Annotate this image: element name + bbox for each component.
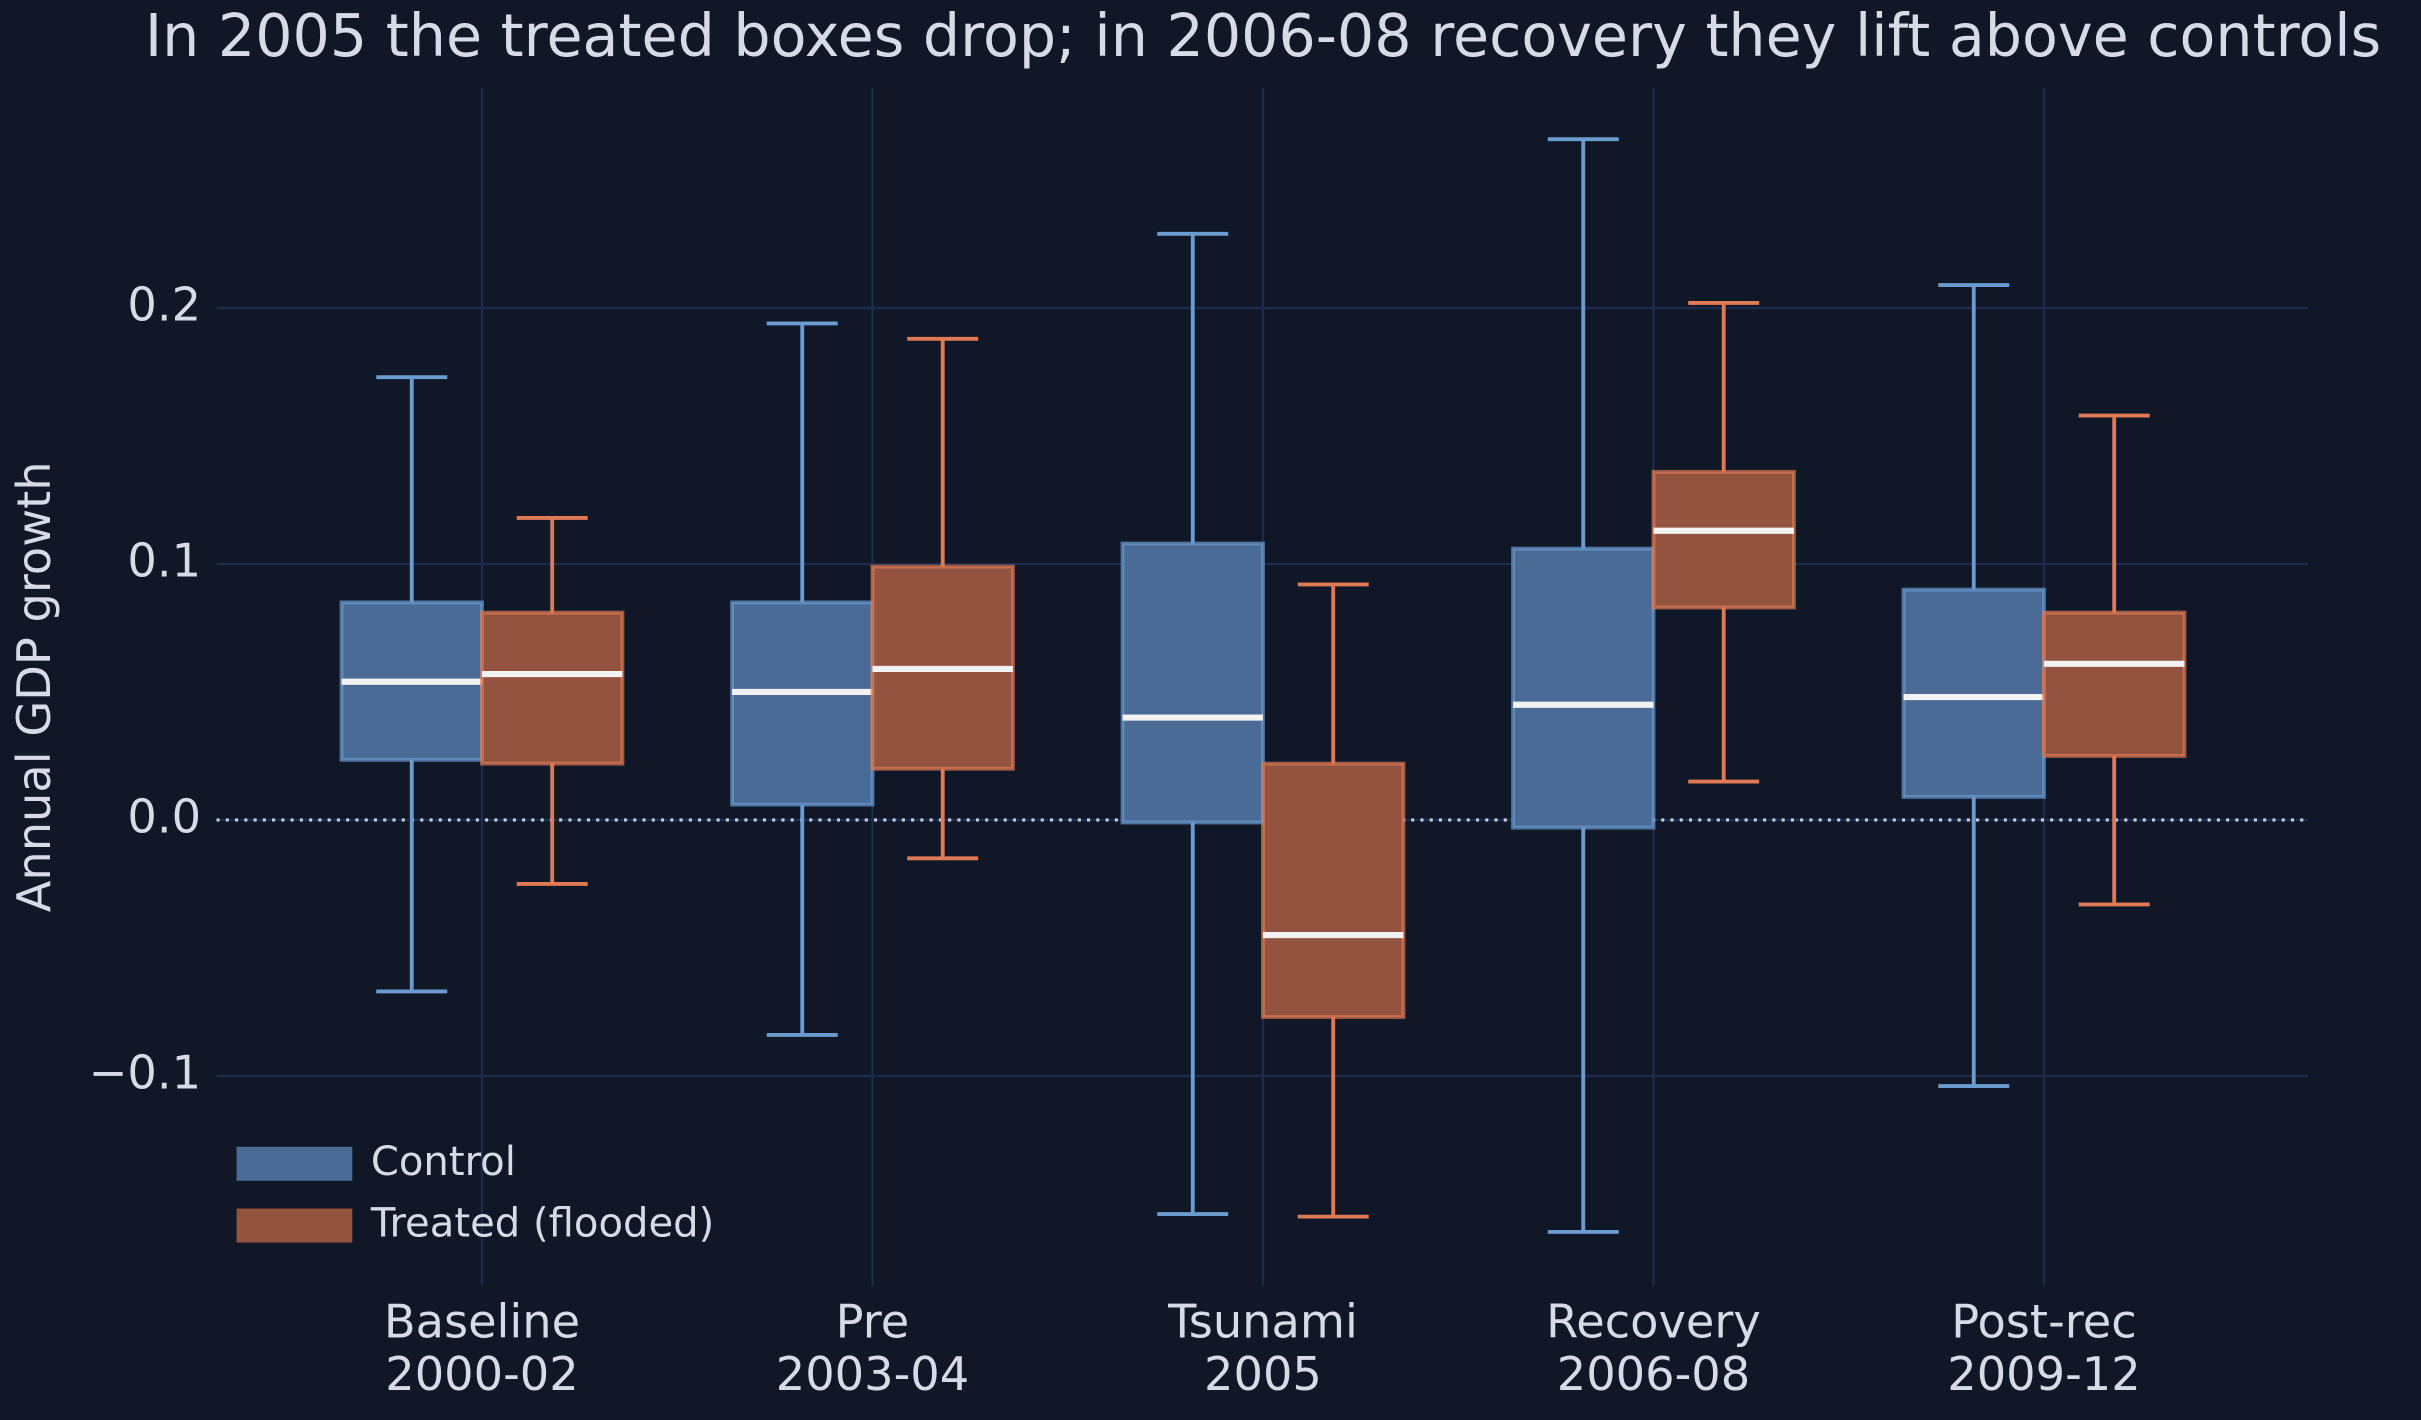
chart-title: In 2005 the treated boxes drop; in 2006-… xyxy=(145,2,2381,70)
x-tick-label-line: 2009-12 xyxy=(1947,1346,2140,1400)
box xyxy=(1651,469,1796,610)
x-tick-label-line: 2003-04 xyxy=(776,1346,969,1400)
x-tick-label: Recovery 2006-08 xyxy=(1546,1294,1761,1400)
legend-swatch xyxy=(236,1208,353,1243)
y-tick-label: 0.1 xyxy=(127,534,201,588)
box xyxy=(1901,587,2046,799)
x-tick-label-line: 2000-02 xyxy=(385,1346,578,1400)
y-tick-label: 0.2 xyxy=(127,278,201,332)
y-tick-label: −0.1 xyxy=(89,1045,201,1099)
box xyxy=(1511,546,1656,830)
x-tick-label-line: Recovery xyxy=(1546,1294,1761,1348)
box xyxy=(730,600,875,807)
x-tick-label: Pre 2003-04 xyxy=(776,1294,969,1400)
x-tick-label: Tsunami 2005 xyxy=(1167,1294,1358,1400)
x-tick-label-line: Post-rec xyxy=(1951,1294,2137,1348)
legend-label: Treated (flooded) xyxy=(370,1201,714,1247)
x-tick-label-line: 2006-08 xyxy=(1557,1346,1750,1400)
x-tick-label-line: 2005 xyxy=(1204,1346,1322,1400)
box xyxy=(1120,541,1265,825)
x-tick-label: Baseline 2000-02 xyxy=(384,1294,580,1400)
box xyxy=(2042,610,2187,758)
y-axis-label: Annual GDP growth xyxy=(7,461,61,912)
box xyxy=(480,610,625,766)
x-tick-label-line: Tsunami xyxy=(1167,1294,1358,1348)
legend-label: Control xyxy=(371,1139,516,1185)
legend-swatch xyxy=(236,1146,353,1181)
x-tick-label-line: Baseline xyxy=(384,1294,580,1348)
y-tick-label: 0.0 xyxy=(127,789,201,843)
x-tick-label: Post-rec 2009-12 xyxy=(1947,1294,2140,1400)
box xyxy=(1261,761,1406,1019)
x-tick-label-line: Pre xyxy=(836,1294,910,1348)
